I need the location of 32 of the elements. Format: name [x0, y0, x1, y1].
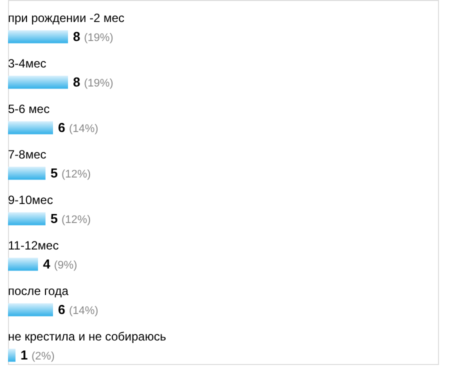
data-label: 4 — [43, 256, 51, 272]
y-tick-label: не крестила и не собираюсь — [8, 329, 166, 344]
y-tick-label: 7-8мес — [8, 147, 46, 162]
data-label: 5 — [50, 165, 58, 180]
y-tick-label: 11-12мес — [8, 238, 59, 252]
bar — [8, 166, 46, 180]
data-label: 5 — [50, 210, 58, 226]
annotation: (9%) — [54, 259, 78, 272]
data-label: 8 — [73, 74, 80, 90]
bar — [8, 348, 16, 362]
y-tick-label: при рождении -2 мес — [8, 10, 124, 25]
y-tick-label: 5-6 мес — [8, 102, 50, 116]
bar — [8, 258, 38, 271]
data-label: 6 — [58, 302, 66, 317]
bar — [8, 76, 68, 89]
annotation: (12%) — [62, 168, 91, 180]
annotation: (14%) — [69, 304, 98, 317]
annotation: (2%) — [32, 350, 55, 362]
bar — [8, 121, 53, 134]
annotation: (12%) — [62, 214, 91, 226]
bar — [8, 212, 46, 226]
data-label: 1 — [20, 347, 28, 362]
y-tick-label: 3-4мес — [8, 56, 46, 70]
bar — [8, 303, 53, 316]
data-label: 8 — [73, 28, 80, 44]
annotation: (19%) — [84, 77, 114, 90]
bar — [8, 30, 68, 44]
annotation: (19%) — [84, 32, 114, 44]
y-tick-label: 9-10мес — [8, 192, 53, 207]
y-tick-label: после года — [8, 284, 69, 298]
data-label: 6 — [58, 120, 66, 135]
annotation: (14%) — [69, 122, 98, 135]
